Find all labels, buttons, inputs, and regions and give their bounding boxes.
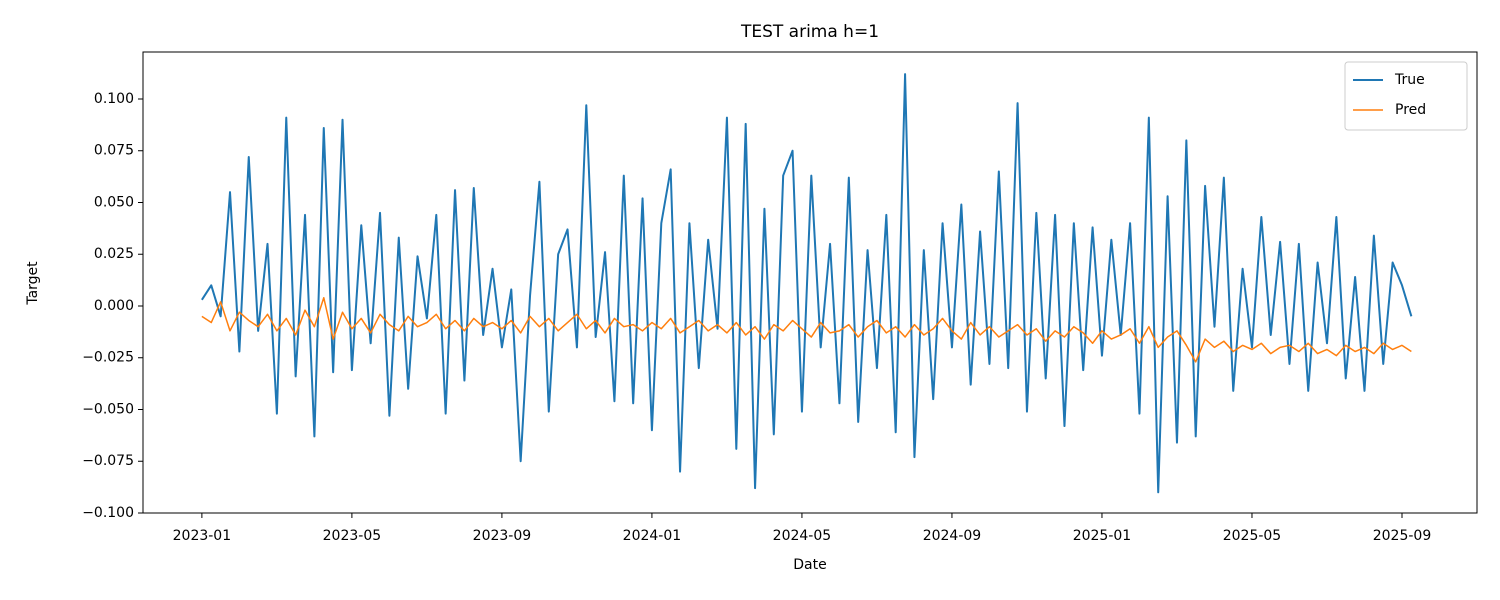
plot-frame bbox=[142, 51, 1478, 514]
legend: True Pred bbox=[1344, 61, 1468, 131]
x-tick-label: 2024-05 bbox=[773, 528, 832, 544]
y-tick-label: −0.075 bbox=[82, 453, 134, 469]
y-tick-label: −0.025 bbox=[82, 350, 134, 366]
series-line bbox=[201, 73, 1413, 494]
legend-label: Pred bbox=[1395, 102, 1426, 118]
y-tick-label: 0.100 bbox=[94, 91, 134, 107]
x-tick-label: 2025-01 bbox=[1073, 528, 1132, 544]
y-tick-label: 0.050 bbox=[94, 194, 134, 210]
x-tick-label: 2023-01 bbox=[173, 528, 232, 544]
x-tick-label: 2024-09 bbox=[923, 528, 982, 544]
x-tick-label: 2023-09 bbox=[473, 528, 532, 544]
x-axis-label: Date bbox=[793, 557, 826, 573]
y-axis-label: Target bbox=[25, 261, 41, 306]
chart-title: TEST arima h=1 bbox=[740, 22, 879, 42]
legend-label: True bbox=[1394, 72, 1425, 88]
y-tick-label: −0.050 bbox=[82, 401, 134, 417]
x-tick-label: 2025-05 bbox=[1223, 528, 1282, 544]
y-tick-label: 0.075 bbox=[94, 143, 134, 159]
series-line bbox=[201, 296, 1412, 363]
y-tick-label: 0.025 bbox=[94, 246, 134, 262]
x-tick-label: 2023-05 bbox=[323, 528, 382, 544]
x-tick-label: 2024-01 bbox=[623, 528, 682, 544]
y-tick-label: −0.100 bbox=[82, 505, 134, 521]
x-tick-label: 2025-09 bbox=[1373, 528, 1432, 544]
y-tick-label: 0.000 bbox=[94, 298, 134, 314]
